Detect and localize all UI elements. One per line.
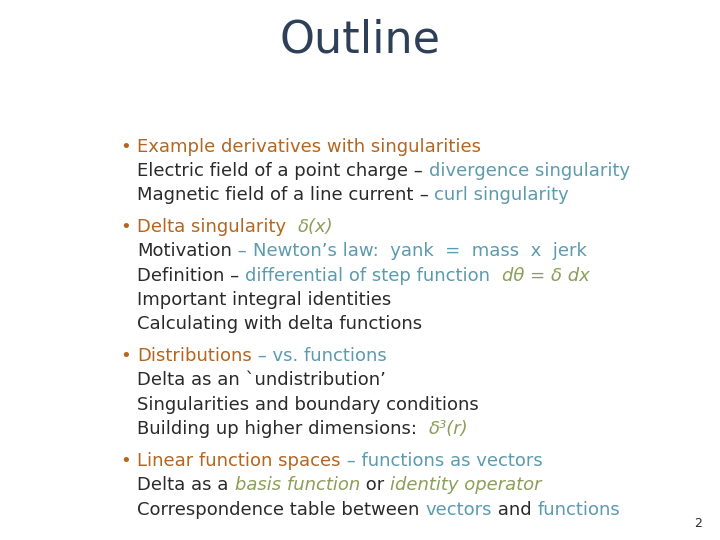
Text: and: and (492, 501, 537, 518)
Text: Linear function spaces: Linear function spaces (138, 453, 341, 470)
Text: curl singularity: curl singularity (434, 186, 569, 204)
Text: – functions as vectors: – functions as vectors (341, 453, 543, 470)
Text: Newton’s law:  yank  =  mass  x  jerk: Newton’s law: yank = mass x jerk (253, 242, 587, 260)
Text: differential of step function: differential of step function (246, 267, 502, 285)
Text: Correspondence table between: Correspondence table between (138, 501, 426, 518)
Text: Motivation: Motivation (138, 242, 233, 260)
Text: •: • (121, 138, 132, 156)
Text: •: • (121, 453, 132, 470)
Text: Outline: Outline (279, 19, 441, 62)
Text: Distributions: Distributions (138, 347, 252, 366)
Text: Definition –: Definition – (138, 267, 246, 285)
Text: Electric field of a point charge: Electric field of a point charge (138, 161, 408, 180)
Text: •: • (121, 347, 132, 366)
Text: or: or (360, 476, 390, 495)
Text: –: – (414, 186, 434, 204)
Text: Building up higher dimensions:: Building up higher dimensions: (138, 420, 429, 438)
Text: Delta as an `undistribution’: Delta as an `undistribution’ (138, 372, 387, 389)
Text: δ(x): δ(x) (298, 218, 333, 237)
Text: identity operator: identity operator (390, 476, 541, 495)
Text: •: • (121, 218, 132, 237)
Text: vectors: vectors (426, 501, 492, 518)
Text: Magnetic field of a line current: Magnetic field of a line current (138, 186, 414, 204)
Text: Delta as a: Delta as a (138, 476, 235, 495)
Text: Delta singularity: Delta singularity (138, 218, 298, 237)
Text: –: – (408, 161, 429, 180)
Text: dθ = δ dx: dθ = δ dx (502, 267, 590, 285)
Text: Calculating with delta functions: Calculating with delta functions (138, 315, 423, 333)
Text: δ³(r): δ³(r) (429, 420, 469, 438)
Text: 2: 2 (694, 517, 702, 530)
Text: –: – (233, 242, 253, 260)
Text: Important integral identities: Important integral identities (138, 291, 392, 309)
Text: – vs. functions: – vs. functions (252, 347, 387, 366)
Text: basis function: basis function (235, 476, 360, 495)
Text: functions: functions (537, 501, 620, 518)
Text: divergence singularity: divergence singularity (429, 161, 630, 180)
Text: Example derivatives with singularities: Example derivatives with singularities (138, 138, 482, 156)
Text: Singularities and boundary conditions: Singularities and boundary conditions (138, 396, 480, 414)
